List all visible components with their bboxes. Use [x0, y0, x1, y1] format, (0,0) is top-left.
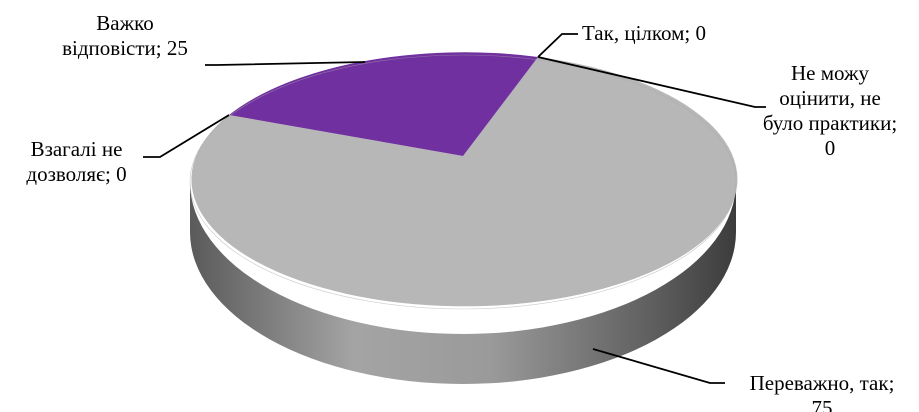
leader-line-vazhko — [205, 61, 366, 66]
data-label-vzahali: Взагалі не дозволяє; 0 — [4, 137, 149, 187]
data-label-tak-tsilkom: Так, цілком; 0 — [582, 21, 706, 46]
data-label-line: було практики; — [762, 111, 898, 135]
data-label-line: 0 — [824, 136, 836, 160]
data-label-line: 75 — [811, 396, 833, 412]
data-label-line: Взагалі не — [30, 137, 123, 161]
data-label-line: Важко — [96, 11, 154, 35]
leader-line-ne-mozhu — [537, 56, 766, 108]
data-label-perevazhno: Переважно, так; 75 — [728, 371, 916, 412]
pie-top-rim — [189, 54, 737, 310]
leader-line-vzahali — [143, 114, 230, 158]
data-label-line: Не можу — [790, 61, 869, 85]
leader-line-perevazhno — [592, 348, 725, 384]
data-label-line: відповісти; 25 — [62, 36, 188, 60]
pie-side-wall — [190, 182, 736, 384]
data-label-line: оцінити, не — [779, 86, 881, 110]
data-label-line: Переважно, так; — [749, 371, 895, 395]
leader-line-tak-tsilkom — [537, 33, 578, 58]
data-label-vazhko: Важко відповісти; 25 — [40, 11, 210, 61]
data-label-line: дозволяє; 0 — [26, 162, 127, 186]
data-label-line: Так, цілком; 0 — [582, 21, 706, 45]
pie-slice-perevazhno-tak — [191, 57, 738, 307]
data-label-ne-mozhu: Не можу оцінити, не було практики; 0 — [741, 61, 919, 161]
